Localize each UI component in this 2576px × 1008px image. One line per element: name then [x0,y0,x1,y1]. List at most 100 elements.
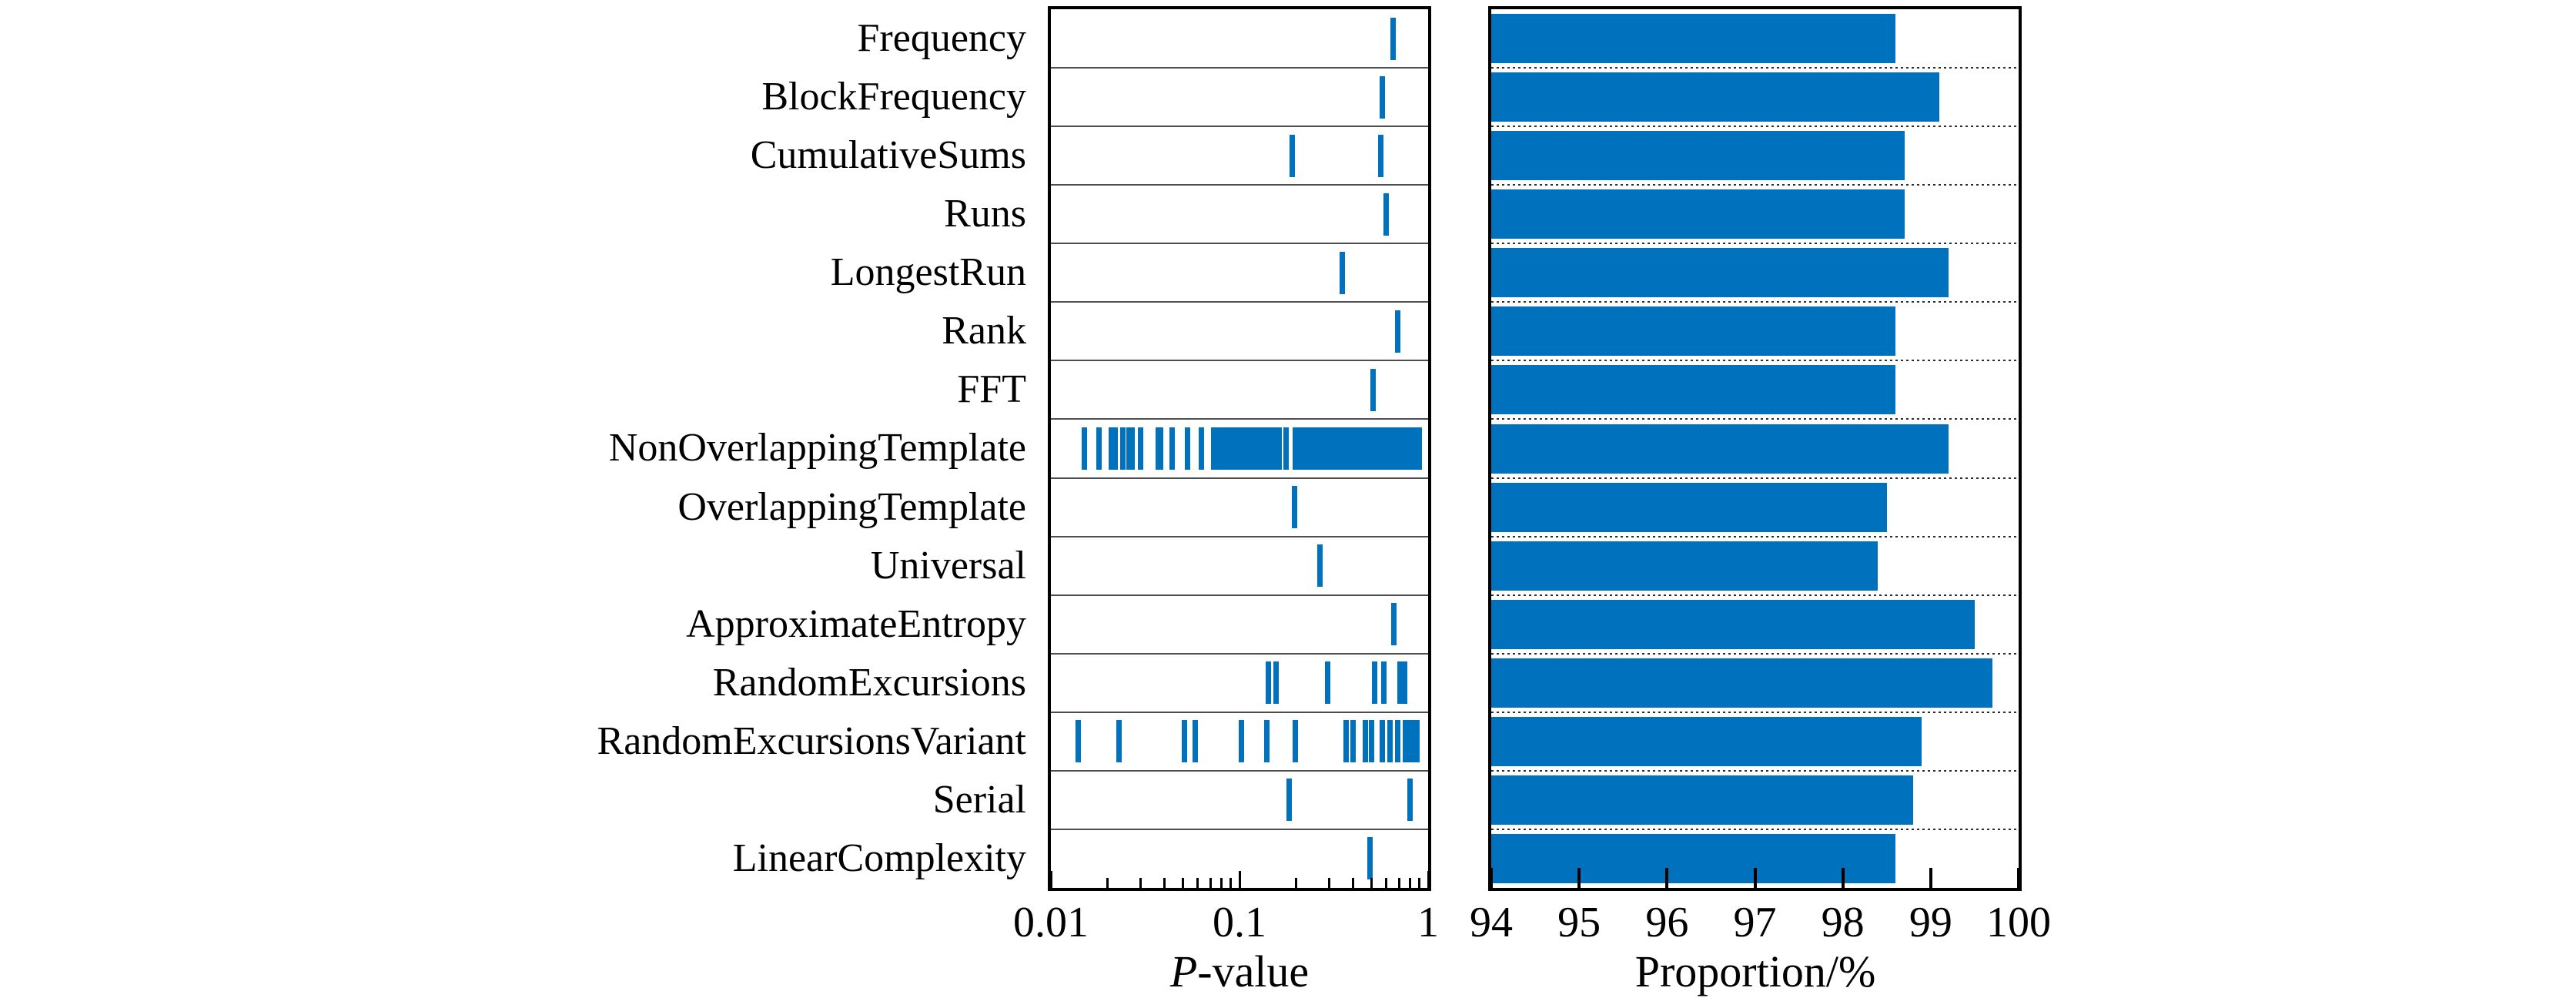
p-value-mark [1379,720,1385,763]
p-value-mark [1291,486,1297,529]
p-value-mark [1199,427,1205,470]
p-value-mark [1276,427,1283,470]
proportion-axis-tick [1841,868,1845,888]
proportion-axis-tick [1665,868,1669,888]
proportion-panel [1488,6,2022,891]
pvalue-axis-major-tick [1049,871,1052,888]
p-value-mark [1298,427,1304,470]
row-separator-dotted [1491,652,2019,655]
p-value-mark [1264,720,1270,763]
row-separator-dotted [1491,67,2019,69]
p-value-mark [1238,720,1244,763]
p-value-mark [1402,720,1408,763]
row-label-serial: Serial [932,777,1026,822]
row-separator [1051,184,1428,186]
p-value-mark [1231,427,1237,470]
pvalue-tick-label: 0.01 [1013,899,1089,946]
p-value-mark [1292,720,1298,763]
p-value-mark [1350,427,1357,470]
row-separator [1051,828,1428,830]
pvalue-axis-minor-tick [1385,878,1388,888]
p-value-mark [1241,427,1247,470]
p-value-mark [1217,427,1223,470]
proportion-bar [1491,482,1887,532]
p-value-mark [1377,427,1383,470]
p-value-mark [1246,427,1253,470]
p-value-mark [1331,427,1337,470]
pvalue-axis-minor-tick [1370,878,1373,888]
row-label-randomexcursions: RandomExcursions [712,660,1026,705]
row-label-frequency: Frequency [857,16,1026,60]
row-separator [1051,301,1428,303]
p-value-mark [1214,427,1220,470]
p-value-mark [1377,134,1383,177]
p-value-mark [1255,427,1261,470]
p-value-mark [1265,661,1271,705]
p-value-mark [1273,661,1279,705]
proportion-bar [1491,14,1896,64]
p-value-mark [1318,427,1324,470]
pvalue-axis-minor-tick [1352,878,1354,888]
row-separator [1051,418,1428,420]
pvalue-tick-label: 1 [1417,899,1439,946]
pvalue-axis-minor-tick [1295,878,1298,888]
p-value-mark [1379,75,1385,119]
pvalue-axis-minor-tick [1418,878,1421,888]
p-value-mark [1271,427,1277,470]
p-value-mark [1335,427,1341,470]
pvalue-axis-title-rest: -value [1197,946,1310,996]
p-value-mark [1267,427,1273,470]
p-value-mark [1391,603,1397,646]
p-value-mark [1076,720,1082,763]
proportion-tick-label: 95 [1557,899,1601,946]
p-value-mark [1235,427,1241,470]
proportion-tick-label: 96 [1645,899,1689,946]
p-value-mark [1366,427,1372,470]
pvalue-axis-minor-tick [1229,878,1233,888]
p-value-mark [1264,427,1270,470]
p-value-mark [1339,251,1345,294]
pvalue-axis-title-italic: P [1169,946,1198,996]
p-value-mark [1109,427,1115,470]
p-value-mark [1401,427,1407,470]
pvalue-axis-minor-tick [1196,878,1199,888]
p-value-mark [1184,427,1190,470]
p-value-mark [1339,427,1345,470]
proportion-bar [1491,248,1949,298]
proportion-bar [1491,599,1975,649]
p-value-mark [1368,720,1374,763]
p-value-mark [1286,779,1293,822]
p-value-mark [1238,427,1244,470]
p-value-mark [1228,427,1234,470]
p-value-mark [1405,427,1411,470]
row-separator-dotted [1491,360,2019,362]
row-separator-dotted [1491,769,2019,772]
p-value-mark [1169,427,1176,470]
p-value-mark [1305,427,1311,470]
row-separator-dotted [1491,711,2019,713]
p-value-mark [1367,837,1373,880]
row-label-cumulativesums: CumulativeSums [750,133,1026,178]
p-value-mark [1138,427,1144,470]
p-value-mark [1316,544,1323,588]
pvalue-axis-minor-tick [1408,878,1411,888]
proportion-bar [1491,775,1913,825]
proportion-tick-label: 99 [1909,899,1952,946]
row-separator [1051,652,1428,655]
p-value-mark [1413,427,1419,470]
proportion-axis-title: Proportion/% [1486,946,2025,997]
p-value-mark [1221,427,1227,470]
p-value-mark [1381,427,1387,470]
proportion-tick-label: 100 [1986,899,2051,946]
proportion-axis-tick [1929,868,1932,888]
p-value-mark [1383,193,1390,236]
p-value-mark [1407,779,1413,822]
p-value-mark [1301,427,1307,470]
p-value-mark [1343,427,1349,470]
row-label-overlappingtemplate: OverlappingTemplate [677,484,1026,529]
row-separator-dotted [1491,126,2019,128]
row-label-linearcomplexity: LinearComplexity [732,836,1026,880]
pvalue-axis-major-tick [1238,871,1241,888]
row-separator [1051,360,1428,362]
